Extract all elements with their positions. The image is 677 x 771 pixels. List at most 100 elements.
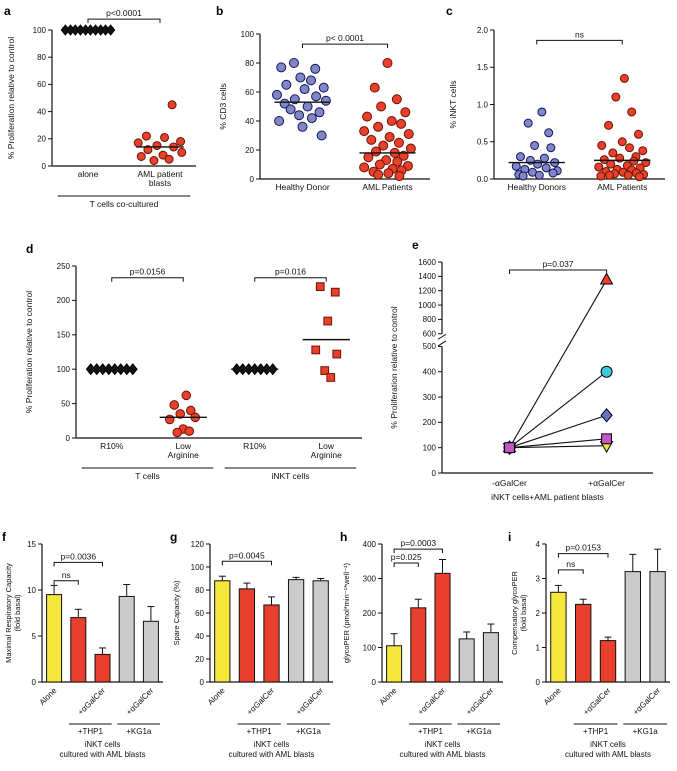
panel-i-label: i — [508, 530, 512, 544]
data-point — [599, 272, 614, 285]
data-point — [175, 409, 186, 419]
y-tick-label: 40 — [195, 632, 204, 641]
bar — [386, 645, 403, 683]
data-point — [164, 154, 174, 164]
y-axis-label: % iNKT cells — [448, 80, 458, 128]
y-tick-label: 200 — [57, 296, 71, 305]
y-tick-label: 1400 — [418, 272, 436, 281]
significance-label: p=0.0036 — [60, 551, 96, 561]
y-tick-label: 250 — [57, 262, 71, 271]
group-label: +KG1a — [466, 727, 492, 736]
y-axis-label: Spare Capacity (%) — [172, 580, 181, 646]
panel-g-chart: 0 20 40 60 80 100 120 Spare Capacity (%) Alone +α… — [172, 540, 333, 759]
data-point — [608, 148, 618, 158]
y-tick-label: 100 — [33, 26, 47, 35]
y-tick-label: 100 — [191, 563, 205, 572]
pair-line — [509, 414, 607, 449]
y-tick-label: 60 — [245, 88, 254, 97]
x-axis-label: cultured with AML blasts — [229, 750, 315, 759]
bar — [94, 653, 111, 683]
panel-e-chart-host: 0 100 200 300 400 500 600 800 1000 1200 1400 1600 % … — [386, 230, 673, 525]
bar — [575, 603, 592, 683]
bar — [118, 595, 135, 683]
data-point — [318, 82, 329, 93]
significance-bracket — [111, 277, 184, 282]
panel-a: a 0 20 40 60 80 100 % Proliferation relative t… — [4, 4, 210, 230]
data-point — [393, 137, 404, 148]
data-point — [518, 171, 528, 181]
data-point — [272, 89, 282, 100]
panel-i-chart-host: 0 1 2 3 4 Compensatory glycoPER (fold basal) Al… — [508, 530, 675, 768]
group-label: +THP1 — [583, 727, 609, 736]
panel-h-label: h — [340, 530, 348, 544]
y-tick-label: 0 — [536, 678, 541, 687]
panel-e-label: e — [412, 238, 419, 252]
data-point — [310, 63, 321, 74]
data-point — [294, 110, 305, 121]
data-point — [326, 373, 336, 382]
y-tick-label: 1600 — [418, 258, 436, 267]
data-point — [311, 345, 321, 355]
data-point — [316, 130, 327, 141]
data-point — [504, 442, 515, 454]
axis-break-icon — [437, 333, 447, 340]
data-point — [537, 107, 547, 117]
y-tick-label: 80 — [195, 586, 204, 595]
data-point — [617, 137, 627, 147]
panel-f-label: f — [2, 530, 6, 544]
y-tick-label: 300 — [423, 393, 437, 402]
data-point — [638, 146, 648, 156]
y-axis-label: (fold basal) — [519, 594, 528, 632]
data-point — [396, 118, 407, 129]
data-point — [306, 113, 317, 124]
data-point — [359, 126, 370, 137]
x-tick-label: blasts — [149, 178, 171, 188]
y-tick-label: 60 — [195, 609, 204, 618]
significance-label: p=0.0156 — [130, 267, 166, 277]
y-tick-label: 200 — [423, 418, 437, 427]
group-label: +THP1 — [418, 727, 444, 736]
panel-i: i 0 1 2 3 4 Compensatory glycoPER (fold basal)… — [508, 530, 675, 768]
x-axis-label: iNKT cells — [85, 740, 121, 749]
group-label: iNKT cells — [271, 471, 309, 481]
y-tick-label: 300 — [363, 574, 377, 583]
data-point — [373, 121, 384, 132]
bar — [238, 588, 256, 683]
x-tick-label: Alone — [378, 686, 399, 707]
data-point — [382, 58, 393, 68]
significance-label: p=0.0153 — [565, 543, 601, 553]
group-label: +THP1 — [78, 727, 104, 736]
panel-b-chart-host: 0 20 40 60 80 100 % CD3 cells Healthy Donor AML … — [216, 4, 440, 219]
x-tick-label: R10% — [100, 441, 124, 451]
panel-f-chart: 0 5 10 15 Maximal Respiratory Capacity (fold … — [4, 540, 163, 759]
data-point — [511, 161, 521, 171]
y-axis-label: % Proliferation relative to control — [6, 37, 16, 159]
group-label: +KG1a — [126, 727, 152, 736]
significance-bracket — [536, 39, 623, 45]
y-tick-label: 20 — [245, 146, 254, 155]
x-axis-label: cultured with AML blasts — [400, 750, 486, 759]
panel-h: h 0 100 200 300 400 glycoPER (pmol*min⁻¹*well… — [340, 530, 508, 768]
data-point — [306, 75, 316, 86]
x-tick-label: AML patient — [137, 169, 183, 179]
significance-bracket — [221, 560, 272, 566]
data-point — [600, 365, 613, 378]
panel-e-chart: 0 100 200 300 400 500 600 800 1000 1200 1400 1600 % … — [389, 258, 653, 502]
data-point — [133, 138, 143, 148]
bar — [214, 580, 231, 683]
y-axis-label: % Proliferation relative to control — [24, 291, 34, 413]
data-point — [160, 132, 170, 142]
y-tick-label: 0 — [42, 162, 47, 171]
significance-bracket — [53, 580, 79, 585]
data-point — [330, 287, 340, 297]
data-point — [149, 156, 159, 166]
panel-h-chart: 0 100 200 300 400 glycoPER (pmol*min⁻¹*well⁻¹… — [342, 538, 503, 759]
panel-c: c 0.0 0.5 1.0 1.5 2.0 % iNKT cells Healthy Don… — [446, 4, 673, 219]
x-tick-label: Arginine — [168, 450, 199, 460]
data-point — [295, 72, 306, 83]
bar — [550, 591, 567, 683]
bar — [599, 640, 617, 683]
x-tick-label: +αGalCer — [245, 686, 276, 717]
significance-label: p=0.0045 — [229, 550, 265, 560]
panel-g: g 0 20 40 60 80 100 120 Spare Capacity (%) Alone… — [170, 530, 338, 768]
